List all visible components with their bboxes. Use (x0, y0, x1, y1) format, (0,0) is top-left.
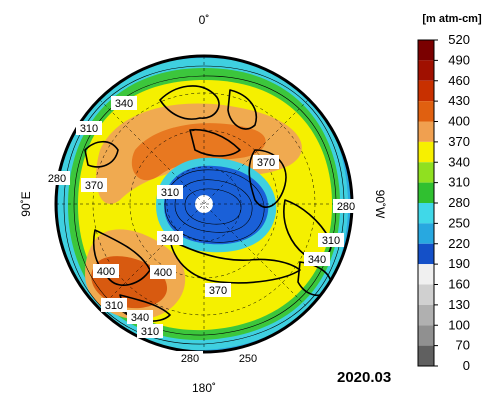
colorbar-unit: [m atm-cm] (422, 13, 482, 25)
colorbar-tick-label: 190 (448, 256, 470, 271)
polar-disk (56, 56, 352, 352)
contour-label: 400 (150, 265, 176, 279)
label-0deg: 0˚ (199, 13, 210, 27)
svg-text:340: 340 (115, 98, 133, 110)
svg-text:310: 310 (161, 187, 179, 199)
colorbar-tick-label: 310 (448, 175, 470, 190)
colorbar-tick-label: 160 (448, 277, 470, 292)
contour-label: 310 (137, 324, 163, 338)
svg-text:280: 280 (337, 201, 355, 213)
colorbar-tick-label: 70 (456, 338, 470, 353)
contour-label: 280 (44, 171, 70, 185)
label-90w: 90˚W (373, 190, 387, 219)
contour-label: 400 (93, 264, 119, 278)
colorbar-swatch (418, 60, 434, 81)
contour-labels: 340 310 280 370 310 400 370 280 340 310 … (44, 96, 359, 365)
svg-text:310: 310 (141, 326, 159, 338)
colorbar-ticks: 520 490 460 430 400 370 340 310 280 250 220 190 160 1… (434, 32, 470, 373)
colorbar-swatch (418, 223, 434, 244)
date-label: 2020.03 (337, 369, 391, 386)
contour-label: 370 (253, 155, 279, 169)
colorbar-tick-label: 340 (448, 154, 470, 169)
label-180deg: 180˚ (192, 381, 216, 395)
colorbar-tick-label: 460 (448, 73, 470, 88)
contour-label: 310 (101, 298, 127, 312)
svg-text:400: 400 (97, 266, 115, 278)
svg-text:340: 340 (308, 254, 326, 266)
colorbar-tick-label: 130 (448, 297, 470, 312)
svg-text:370: 370 (209, 285, 227, 297)
colorbar-swatch (418, 325, 434, 346)
contour-label: 340 (304, 252, 330, 266)
colorbar-tick-label: 250 (448, 215, 470, 230)
colorbar-swatch (418, 80, 434, 102)
colorbar-swatch (418, 121, 434, 142)
colorbar-swatch (418, 40, 434, 61)
svg-text:310: 310 (80, 123, 98, 135)
svg-text:280: 280 (181, 353, 199, 365)
svg-text:340: 340 (161, 233, 179, 245)
contour-label: 370 (81, 178, 107, 192)
colorbar-swatch (418, 101, 434, 122)
colorbar (417, 39, 435, 367)
colorbar-tick-label: 490 (448, 52, 470, 67)
colorbar-swatch (418, 243, 434, 265)
contour-label: 370 (205, 283, 231, 297)
label-90e: 90˚E (19, 191, 33, 216)
colorbar-swatch (418, 141, 434, 163)
colorbar-tick-label: 100 (448, 317, 470, 332)
colorbar-tick-label: 370 (448, 134, 470, 149)
colorbar-tick-label: 220 (448, 236, 470, 251)
contour-label: 400 (97, 266, 115, 278)
svg-text:310: 310 (322, 235, 340, 247)
colorbar-tick-label: 280 (448, 195, 470, 210)
contour-label: 310 (76, 121, 102, 135)
colorbar-swatch (418, 203, 434, 224)
colorbar-swatch (418, 304, 434, 326)
colorbar-tick-label: 0 (463, 358, 470, 373)
colorbar-tick-label: 430 (448, 93, 470, 108)
colorbar-tick-label: 400 (448, 114, 470, 129)
contour-label: 280 (177, 351, 203, 365)
contour-label: 340 (111, 96, 137, 110)
contour-label: 280 (333, 199, 359, 213)
svg-text:400: 400 (154, 267, 172, 279)
contour-label: 340 (157, 231, 183, 245)
contour-label: 310 (157, 185, 183, 199)
svg-text:250: 250 (239, 353, 257, 365)
svg-text:280: 280 (48, 173, 66, 185)
contour-label: 310 (318, 233, 344, 247)
svg-text:370: 370 (85, 180, 103, 192)
colorbar-swatch (418, 162, 434, 183)
svg-text:310: 310 (105, 300, 123, 312)
svg-text:370: 370 (257, 157, 275, 169)
colorbar-swatch (418, 264, 434, 285)
colorbar-swatch (418, 182, 434, 203)
contour-label: 250 (235, 351, 261, 365)
colorbar-swatch (418, 345, 434, 366)
contour-label: 340 (127, 310, 153, 324)
colorbar-swatch (418, 284, 434, 305)
colorbar-tick-label: 520 (448, 32, 470, 47)
svg-text:340: 340 (131, 312, 149, 324)
